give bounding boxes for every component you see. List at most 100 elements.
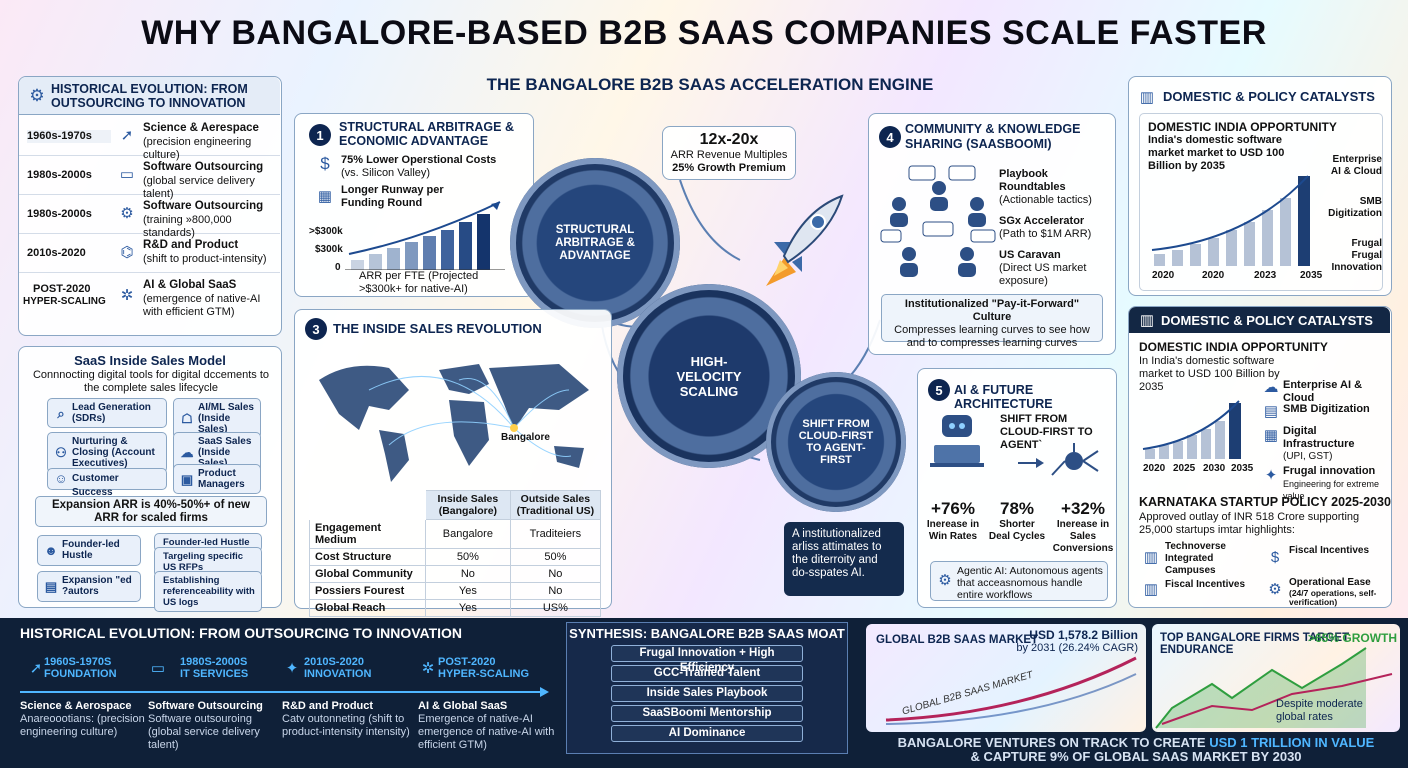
domestic-subtitle: DOMESTIC INDIA OPPORTUNITY [1139, 340, 1328, 354]
policy-title: KARNATAKA STARTUP POLICY 2025-2030 [1139, 495, 1391, 509]
chart-bar [423, 236, 436, 270]
firms-chart [1155, 647, 1393, 729]
timeline: ➚ 1960s-1970s FOUNDATION Science & Aeros… [20, 656, 560, 766]
list-item: ▦ Digital Infrastructure (UPI, GST) [1261, 425, 1389, 465]
gear-icon: ⚙ [1268, 581, 1282, 598]
cloud-icon: ☁ [1263, 379, 1279, 396]
table-row: Possiers Fourest Yes No [309, 582, 602, 600]
chart-bar [1190, 244, 1201, 266]
section-number: 5 [928, 379, 950, 401]
chip-expansion-autors: ▤ Expansion "ed ?autors [37, 571, 141, 602]
chart-bar [1262, 210, 1273, 266]
rocket-icon [766, 194, 844, 286]
chart-bar [351, 260, 364, 270]
y-tick: 0 [335, 262, 341, 273]
section-number: 1 [309, 124, 331, 146]
chart-caption: ARR per FTE (Projected >$300k+ for nativ… [359, 270, 479, 295]
moat-item: Frugal Innovation + High Efficiency [611, 645, 803, 674]
chart-bar [1229, 403, 1241, 459]
culture-desc: Compresses learning curves to see how an… [894, 324, 1090, 349]
stat: +32% Inerease in Sales Conversions [1052, 499, 1114, 554]
table-header: Inside Sales (Bangalore) [425, 490, 511, 520]
trend-line [348, 201, 501, 255]
footer-highlight: USD 1 TRILLION IN VALUE [1209, 735, 1375, 750]
chart-icon: ▤ [44, 579, 58, 594]
history-row: 1960s-1970s ➚ Science & Aerespace (preci… [19, 117, 280, 161]
sales-model-panel: SaaS Inside Sales Model Connnocting digi… [18, 346, 282, 612]
chart-bar [1154, 254, 1165, 266]
section-number: 4 [879, 126, 901, 148]
chip-referenceability: Establishing referenceability with US lo… [154, 571, 262, 612]
expansion-arr-note: Expansion ARR is 40%-50%+ of new ARR for… [35, 496, 267, 527]
history-title: AI & Global SaaS [143, 279, 237, 291]
x-tick: 2030 [1203, 463, 1226, 474]
timeline-step: ▭ 1980s-2000s IT SERVICES Software Outso… [148, 656, 263, 751]
chart-bar [1208, 238, 1219, 266]
history-row: 1980s-2000s ⚙ Software Outsourcing (trai… [19, 195, 280, 239]
history-period: 1980s-2000s [27, 169, 92, 181]
section-title: STRUCTURAL ARBITRAGE & ECONOMIC ADVANTAG… [339, 120, 514, 148]
chart-bar [387, 248, 400, 270]
section-inside-sales: 3 THE INSIDE SALES REVOLUTION Bangalore … [294, 309, 612, 617]
runway-point: Longer Runway per Funding Round [341, 184, 444, 209]
timeline-arrow [20, 687, 549, 697]
market-cagr: by 2031 (26.24% CAGR) [1016, 642, 1138, 654]
chart-bar [1201, 429, 1211, 459]
firms-sub: ENDURANCE [1160, 644, 1234, 656]
chart-bar [441, 230, 454, 270]
firms-growth: >65% GROWTH [1308, 631, 1398, 645]
moat-item: AI Dominance [611, 725, 803, 742]
multiples-label: ARR Revenue Multiples [670, 149, 788, 161]
table-header-empty [309, 490, 426, 520]
chart-bar [369, 254, 382, 270]
chart-icon: ▤ [1263, 403, 1279, 420]
network-icon: ✲ [120, 287, 134, 304]
robot-icon: ☖ [181, 411, 193, 426]
agent-network-icon [1018, 443, 1099, 476]
list-item: SGx Accelerator (Path to $1M ARR) [999, 215, 1092, 240]
timeline-step: ➚ 1960s-1970s FOUNDATION Science & Aeros… [20, 656, 145, 738]
chart-bar [1226, 230, 1237, 266]
money-bag-icon: $ [320, 154, 330, 173]
section-title: COMMUNITY & KNOWLEDGE SHARING (SaaSBoomi… [905, 122, 1081, 151]
x-tick: 2023 [1254, 270, 1277, 281]
page-title: WHY BANGALORE-BASED B2B SAAS COMPANIES S… [141, 14, 1267, 52]
domestic-panel-2: ▥ DOMESTIC & POLICY CATALYSTS DOMESTIC I… [1128, 306, 1392, 608]
x-tick: 2020 [1202, 270, 1225, 281]
lightbulb-icon: ✦ [285, 660, 299, 677]
gears-icon: ⚙ [29, 86, 45, 105]
rocket-icon: ➚ [29, 660, 43, 677]
policy-highlights: ▥ Technoverse Integrated Campuses $ Fiscal… [1139, 541, 1389, 607]
chart-bar [1298, 176, 1310, 266]
chip-product-managers: ▣ Product Managers [173, 464, 261, 494]
gear-structural: STRUCTURAL ARBITRAGE & ADVANTAGE [510, 158, 680, 328]
history-title: Software Outsourcing [143, 161, 264, 173]
culture-title: Institutionalized "Pay-it-Forward" Cultu… [904, 298, 1080, 323]
sales-model-title: SaaS Inside Sales Model [74, 353, 226, 368]
market-title: GLOBAL B2B SAAS MARKET [876, 634, 1039, 646]
table-row: Global Reach Yes US% [309, 599, 602, 617]
segment-label: Enterprise AI & Cloud [1330, 154, 1382, 177]
section-community: 4 COMMUNITY & KNOWLEDGE SHARING (SaaSBoo… [868, 113, 1116, 355]
section-title: AI & FUTURE ARCHITECTURE [954, 383, 1053, 411]
history-desc: (training »800,000 standards) [143, 214, 232, 239]
chart-bar [1172, 250, 1183, 266]
gear-agent-first: SHIFT FROM CLOUD-FIRST TO AGENT-FIRST [766, 372, 906, 512]
building-icon: ▥ [1143, 581, 1159, 598]
agentic-note: ⚙ Agentic AI: Autonomous agents that acce… [930, 561, 1108, 601]
domestic-chart-box: DOMESTIC INDIA OPPORTUNITY India's domes… [1139, 113, 1383, 291]
market-curve [885, 656, 1137, 725]
timeline-step: ✲ POST-2020 HYPER-SCALING AI & Global Sa… [418, 656, 555, 751]
world-map [319, 364, 589, 482]
history-row: 1980s-2000s ▭ Software Outsourcing (glob… [19, 156, 280, 200]
magnifier-icon: ⌕ [57, 405, 65, 421]
chart-bar [405, 242, 418, 270]
market-value: USD 1,578.2 Billion [1029, 628, 1138, 642]
chart-bar [1159, 445, 1169, 459]
cloud-icon: ☁ [180, 445, 194, 460]
sales-comparison-table: Inside Sales (Bangalore) Outside Sales (T… [309, 490, 602, 617]
growth-premium: 25% Growth Premium [672, 162, 786, 174]
ai-stats: +76% Inerease in Win Rates 78% Shorter Dea… [924, 499, 1114, 555]
domestic-title: DOMESTIC & POLICY CATALYSTS [1163, 89, 1375, 104]
circuit-icon: ⌬ [120, 244, 134, 261]
